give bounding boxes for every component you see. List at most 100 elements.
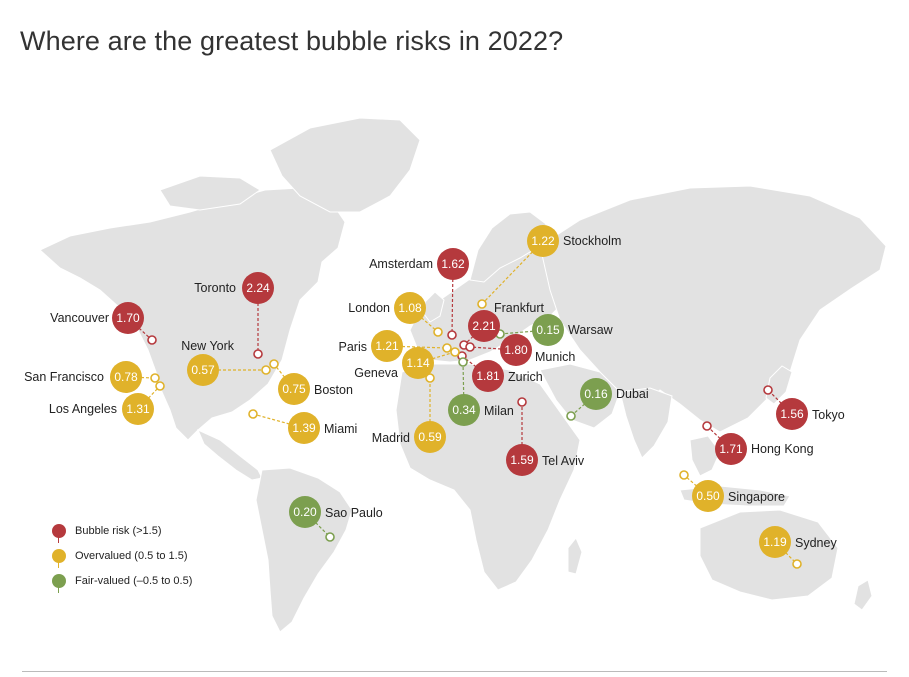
legend-swatch-overvalued xyxy=(52,548,66,568)
bubble-value-zurich: 1.81 xyxy=(476,369,500,383)
city-label-frankfurt: Frankfurt xyxy=(494,301,545,315)
bubble-value-tel-aviv: 1.59 xyxy=(510,453,534,467)
location-marker-toronto xyxy=(253,349,263,359)
bubble-sao-paulo xyxy=(289,496,321,528)
city-label-new-york: New York xyxy=(181,339,235,353)
bubble-value-london: 1.08 xyxy=(398,301,422,315)
land-africa xyxy=(395,363,581,591)
city-label-stockholm: Stockholm xyxy=(563,234,621,248)
bubble-stockholm xyxy=(527,225,559,257)
legend-swatch-fair-valued xyxy=(52,573,66,593)
bubble-tel-aviv xyxy=(506,444,538,476)
land-arctic-canada xyxy=(159,175,261,211)
city-label-tokyo: Tokyo xyxy=(812,408,845,422)
connector-lines xyxy=(125,240,802,569)
location-marker-boston xyxy=(269,359,279,369)
bubble-sydney xyxy=(759,526,791,558)
location-marker-stockholm xyxy=(477,299,487,309)
city-label-paris: Paris xyxy=(339,340,367,354)
bubble-milan xyxy=(448,394,480,426)
location-marker-singapore xyxy=(679,470,689,480)
city-label-sao-paulo: Sao Paulo xyxy=(325,506,383,520)
bubble-value-toronto: 2.24 xyxy=(246,281,270,295)
location-marker-madrid xyxy=(425,373,435,383)
bubble-tokyo xyxy=(776,398,808,430)
bottom-divider xyxy=(22,671,887,672)
bubble-paris xyxy=(371,330,403,362)
city-label-amsterdam: Amsterdam xyxy=(369,257,433,271)
bubble-value-warsaw: 0.15 xyxy=(536,323,560,337)
bubble-munich xyxy=(500,334,532,366)
location-marker-hong-kong xyxy=(702,421,712,431)
bubble-geneva xyxy=(402,347,434,379)
bubble-vancouver xyxy=(112,302,144,334)
city-label-munich: Munich xyxy=(535,350,575,364)
location-marker-paris xyxy=(442,343,452,353)
bubble-value-geneva: 1.14 xyxy=(406,356,430,370)
city-label-san-francisco: San Francisco xyxy=(24,370,104,384)
bubble-value-munich: 1.80 xyxy=(504,343,528,357)
bubble-singapore xyxy=(692,480,724,512)
bubble-value-new-york: 0.57 xyxy=(191,363,215,377)
city-label-boston: Boston xyxy=(314,383,353,397)
bubble-miami xyxy=(288,412,320,444)
city-label-los-angeles: Los Angeles xyxy=(49,402,117,416)
city-label-london: London xyxy=(348,301,390,315)
bubble-hong-kong xyxy=(715,433,747,465)
location-marker-amsterdam xyxy=(447,330,457,340)
bubble-value-dubai: 0.16 xyxy=(584,387,608,401)
bubble-value-singapore: 0.50 xyxy=(696,489,720,503)
location-marker-tel-aviv xyxy=(517,397,527,407)
city-label-singapore: Singapore xyxy=(728,490,785,504)
bubble-los-angeles xyxy=(122,393,154,425)
city-label-tel-aviv: Tel Aviv xyxy=(542,454,585,468)
bubble-zurich xyxy=(472,360,504,392)
location-marker-san-francisco xyxy=(150,373,160,383)
city-label-geneva: Geneva xyxy=(354,366,398,380)
location-marker-milan xyxy=(458,357,468,367)
map-title: Where are the greatest bubble risks in 2… xyxy=(20,26,564,56)
location-marker-vancouver xyxy=(147,335,157,345)
land-india xyxy=(619,387,673,459)
legend-item-bubble-risk: Bubble risk (>1.5) xyxy=(52,518,192,543)
land-madagascar xyxy=(567,537,583,575)
bubble-toronto xyxy=(242,272,274,304)
city-label-zurich: Zurich xyxy=(508,370,543,384)
location-marker-new-york xyxy=(261,365,271,375)
city-label-miami: Miami xyxy=(324,422,357,436)
land-se-asia xyxy=(689,435,721,477)
bubble-value-sydney: 1.19 xyxy=(763,535,787,549)
connector-miami xyxy=(252,413,305,429)
legend-label-fair-valued: Fair-valued (–0.5 to 0.5) xyxy=(75,574,193,587)
bubble-value-milan: 0.34 xyxy=(452,403,476,417)
bubble-value-frankfurt: 2.21 xyxy=(472,319,496,333)
bubble-madrid xyxy=(414,421,446,453)
bubble-san-francisco xyxy=(110,361,142,393)
bubble-dubai xyxy=(580,378,612,410)
location-marker-sao-paulo xyxy=(325,532,335,542)
legend-item-fair-valued: Fair-valued (–0.5 to 0.5) xyxy=(52,568,192,593)
connector-warsaw xyxy=(499,329,549,335)
city-label-dubai: Dubai xyxy=(616,387,649,401)
legend-swatch-bubble-risk xyxy=(52,523,66,543)
city-bubbles: 2.24 Toronto 2.21 Frankfurt 1.81 Zurich 1.80 Mu… xyxy=(24,225,845,558)
city-label-sydney: Sydney xyxy=(795,536,837,550)
location-marker-sydney xyxy=(792,559,802,569)
location-marker-tokyo xyxy=(763,385,773,395)
location-marker-munich xyxy=(465,342,475,352)
city-label-hong-kong: Hong Kong xyxy=(751,442,814,456)
bubble-value-stockholm: 1.22 xyxy=(531,234,555,248)
bubble-new-york xyxy=(187,354,219,386)
bubble-value-san-francisco: 0.78 xyxy=(114,370,138,384)
bubble-amsterdam xyxy=(437,248,469,280)
land-south-america xyxy=(255,467,353,633)
city-label-madrid: Madrid xyxy=(372,431,410,445)
bubble-value-paris: 1.21 xyxy=(375,339,399,353)
city-label-vancouver: Vancouver xyxy=(50,311,109,325)
bubble-value-tokyo: 1.56 xyxy=(780,407,804,421)
location-marker-london xyxy=(433,327,443,337)
bubble-value-hong-kong: 1.71 xyxy=(719,442,743,456)
bubble-warsaw xyxy=(532,314,564,346)
land-new-zealand xyxy=(853,579,873,611)
